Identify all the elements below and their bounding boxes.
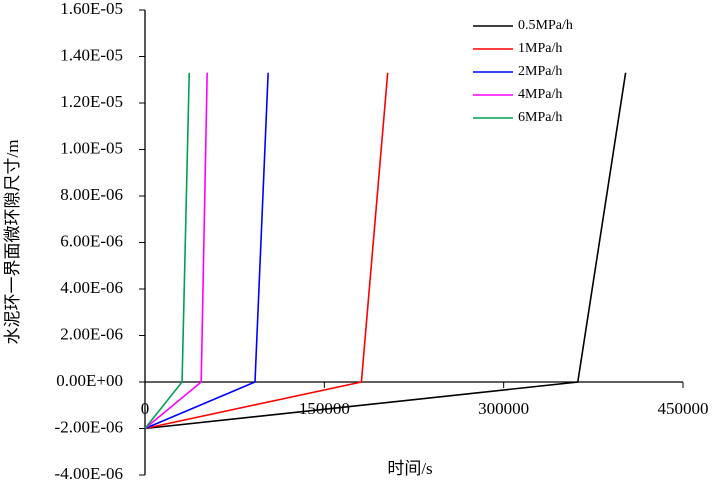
x-tick-label: 150000 — [299, 399, 350, 418]
x-tick-label: 450000 — [658, 399, 709, 418]
y-tick-label: -2.00E-06 — [55, 417, 123, 436]
series-line — [144, 72, 208, 430]
legend-label: 1MPa/h — [518, 41, 562, 56]
series-line — [144, 72, 269, 430]
y-tick-label: 6.00E-06 — [60, 231, 123, 250]
x-tick-label: 300000 — [478, 399, 529, 418]
y-tick-label: 4.00E-06 — [60, 278, 123, 297]
x-tick-label: 0 — [141, 399, 150, 418]
x-axis-title: 时间/s — [387, 459, 432, 478]
legend: 0.5MPa/h 1MPa/h 2MPa/h 4MPa/h 6MPa/h — [473, 18, 573, 125]
series-line — [144, 72, 627, 430]
legend-label: 2MPa/h — [518, 64, 562, 79]
y-tick-label: 0.00E+00 — [56, 371, 123, 390]
series-line — [144, 72, 389, 430]
y-tick-label: 8.00E-06 — [60, 185, 123, 204]
legend-label: 6MPa/h — [518, 110, 562, 125]
series-line — [144, 72, 191, 429]
y-tick-label: 1.60E-05 — [60, 0, 123, 18]
y-tick-label: -4.00E-06 — [55, 464, 123, 483]
y-tick-label: 1.20E-05 — [60, 92, 123, 111]
legend-label: 4MPa/h — [518, 87, 562, 102]
y-tick-label: 1.40E-05 — [60, 45, 123, 64]
legend-label: 0.5MPa/h — [518, 18, 573, 33]
y-tick-label: 2.00E-06 — [60, 324, 123, 343]
y-axis-title: 水泥环一界面微环隙尺寸/m — [3, 140, 22, 345]
y-tick-label: 1.00E-05 — [60, 138, 123, 157]
